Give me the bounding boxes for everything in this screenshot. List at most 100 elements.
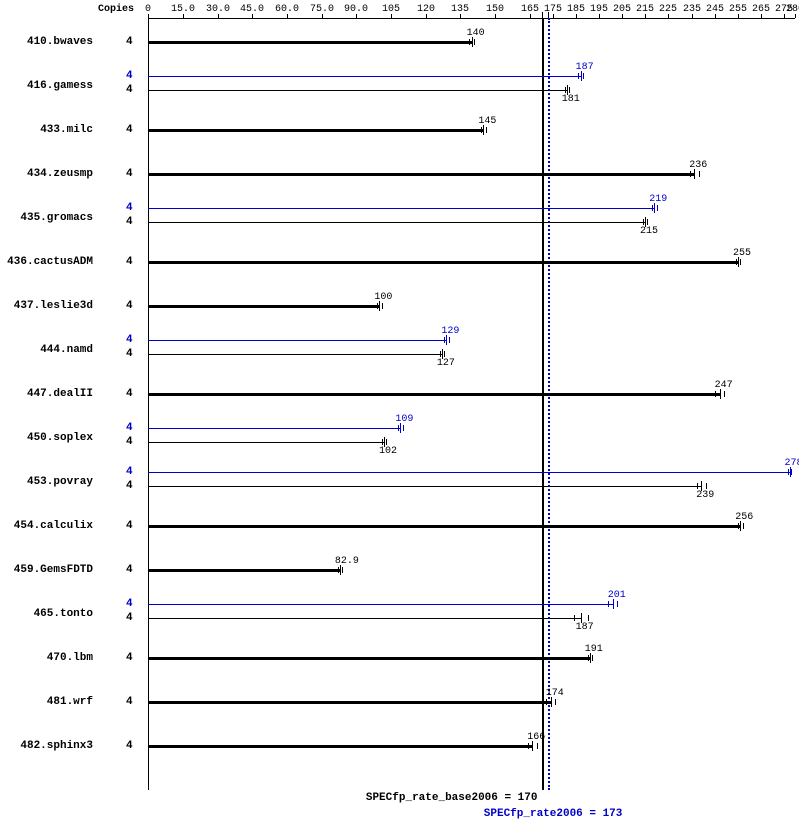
bar-base (148, 222, 645, 223)
summary-base: SPECfp_rate_base2006 = 170 (0, 792, 538, 804)
bar-value-base: 82.9 (335, 556, 359, 567)
x-tick-label: 165 (521, 4, 539, 15)
spec-chart: Copies015.030.045.060.075.090.0105120135… (0, 0, 799, 831)
x-tick-label: 205 (613, 4, 631, 15)
copies-peak: 4 (126, 334, 133, 346)
x-tick-label: 105 (382, 4, 400, 15)
copies-base: 4 (126, 652, 133, 664)
err-whisker (444, 337, 445, 343)
err-whisker (377, 303, 378, 309)
bar-base (148, 173, 694, 176)
err-whisker (643, 219, 644, 225)
benchmark-name: 481.wrf (0, 696, 93, 708)
x-tick-label: 175 (544, 4, 562, 15)
benchmark-name: 470.lbm (0, 652, 93, 664)
err-whisker (715, 391, 716, 397)
x-tick-label: 245 (706, 4, 724, 15)
err-whisker (690, 171, 691, 177)
err-whisker (724, 391, 725, 397)
err-whisker (743, 523, 744, 529)
err-whisker (398, 425, 399, 431)
bar-value-base: 236 (689, 160, 707, 171)
bar-base (148, 569, 340, 572)
err-whisker (578, 73, 579, 79)
bar-peak (148, 604, 613, 605)
err-whisker (657, 205, 658, 211)
err-whisker (706, 483, 707, 489)
bar-value-base: 181 (562, 94, 580, 105)
bar-base (148, 305, 379, 308)
copies-base: 4 (126, 696, 133, 708)
err-whisker (740, 259, 741, 265)
bar-value-base: 187 (576, 622, 594, 633)
x-tick-label: 15.0 (171, 4, 195, 15)
benchmark-name: 444.namd (0, 344, 93, 356)
copies-base: 4 (126, 36, 133, 48)
benchmark-name: 450.soplex (0, 432, 93, 444)
bar-value-base: 239 (696, 490, 714, 501)
copies-base: 4 (126, 520, 133, 532)
bar-value-base: 215 (640, 226, 658, 237)
benchmark-name: 447.dealII (0, 388, 93, 400)
copies-base: 4 (126, 84, 133, 96)
x-tick-label: 225 (659, 4, 677, 15)
err-whisker (791, 469, 792, 475)
x-tick-label: 0 (145, 4, 151, 15)
err-whisker (788, 469, 789, 475)
x-tick-label: 235 (683, 4, 701, 15)
bar-peak (148, 76, 581, 77)
x-tick-label: 150 (486, 4, 504, 15)
err-whisker (474, 39, 475, 45)
err-whisker (592, 655, 593, 661)
x-tick-label: 195 (590, 4, 608, 15)
copies-base: 4 (126, 216, 133, 228)
bar-value-peak: 201 (608, 590, 626, 601)
err-whisker (469, 39, 470, 45)
err-whisker (444, 351, 445, 357)
copies-base: 4 (126, 564, 133, 576)
err-whisker (617, 601, 618, 607)
baseline-vline (542, 18, 544, 790)
bar-base (148, 486, 701, 487)
copies-base: 4 (126, 388, 133, 400)
err-whisker (342, 567, 343, 573)
x-tick-label: 120 (417, 4, 435, 15)
bar-base (148, 129, 483, 132)
bar-base (148, 90, 567, 91)
bar-base (148, 701, 551, 704)
err-whisker (588, 655, 589, 661)
bar-peak (148, 340, 446, 341)
bar-base (148, 657, 590, 660)
x-tick-label: 185 (567, 4, 585, 15)
x-tick-label: 265 (752, 4, 770, 15)
err-whisker (738, 523, 739, 529)
copies-base: 4 (126, 124, 133, 136)
bar-value-peak: 278 (785, 458, 799, 469)
benchmark-name: 434.zeusmp (0, 168, 93, 180)
copies-peak: 4 (126, 466, 133, 478)
x-tick-label: 280 (786, 4, 799, 15)
copies-base: 4 (126, 300, 133, 312)
copies-header: Copies (98, 4, 134, 15)
err-whisker (382, 439, 383, 445)
err-whisker (652, 205, 653, 211)
err-whisker (537, 743, 538, 749)
err-whisker (486, 127, 487, 133)
bar-value-base: 174 (546, 688, 564, 699)
err-whisker (588, 615, 589, 621)
err-whisker (338, 567, 339, 573)
benchmark-name: 410.bwaves (0, 36, 93, 48)
benchmark-name: 437.leslie3d (0, 300, 93, 312)
copies-base: 4 (126, 740, 133, 752)
copies-base: 4 (126, 168, 133, 180)
err-whisker (697, 483, 698, 489)
bar-base (148, 393, 720, 396)
bar-value-base: 127 (437, 358, 455, 369)
bar-value-peak: 109 (395, 414, 413, 425)
bar-value-base: 145 (478, 116, 496, 127)
err-whisker (583, 73, 584, 79)
err-whisker (546, 699, 547, 705)
bar-base (148, 442, 384, 443)
copies-base: 4 (126, 348, 133, 360)
copies-peak: 4 (126, 70, 133, 82)
